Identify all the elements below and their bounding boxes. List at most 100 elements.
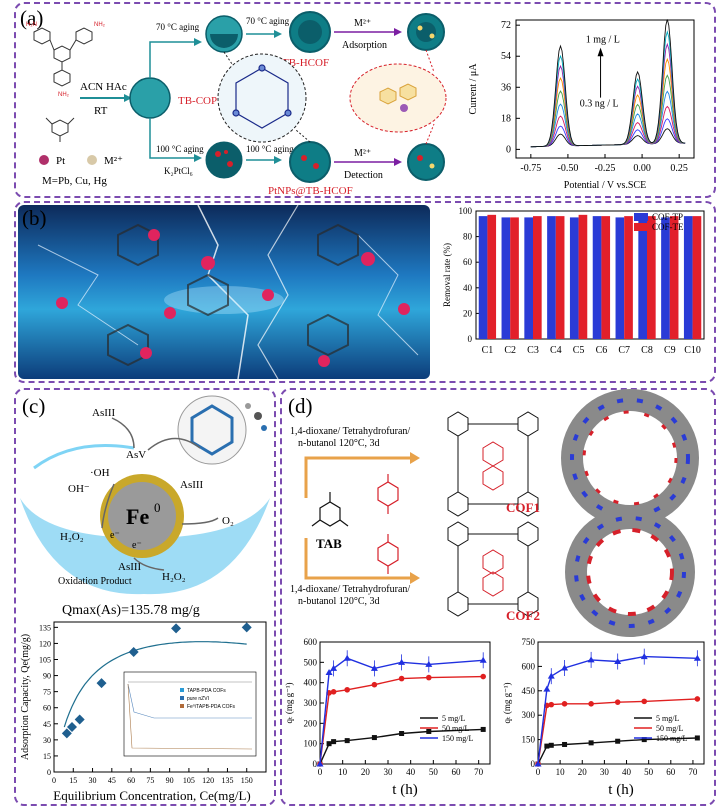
inset-legend-swatch (180, 704, 184, 708)
tb-cop-sphere (129, 77, 171, 119)
kinetics1-point (426, 674, 432, 681)
isotherm-point (66, 722, 77, 732)
kinetics2-point (561, 664, 569, 671)
kinetics1-point (344, 738, 350, 744)
reactant-conditions: ACN HAc (80, 81, 127, 93)
removal-bar (510, 217, 519, 339)
e2: e⁻ (132, 540, 142, 551)
removal-bar (487, 214, 497, 339)
adsorption-label: Adsorption (342, 40, 387, 51)
kinetics2-xtick-label: 20 (578, 767, 588, 777)
solvent1-l1: 1,4-dioxane/ Tetrahydrofuran/ (290, 426, 410, 437)
isotherm-ytick-label: 90 (43, 672, 51, 681)
kinetics1-point (398, 658, 406, 665)
isotherm-xtick-label: 135 (221, 776, 233, 785)
panel-d (280, 388, 716, 806)
isotherm-point (128, 647, 139, 657)
kinetics2-point (615, 738, 621, 744)
cof1-model (561, 389, 699, 527)
isotherm-xtick-label: 30 (89, 776, 97, 785)
isotherm-xtick-label: 150 (241, 776, 253, 785)
tb-hcof-label: TB-HCOF (282, 57, 329, 69)
kinetics2-xtick-label: 10 (556, 767, 566, 777)
kinetics2-ytick-label: 600 (522, 661, 536, 671)
kinetics2-point (694, 696, 701, 702)
removal-bar (533, 216, 542, 339)
panel-c (14, 388, 276, 806)
isotherm-ytick-label: 45 (43, 720, 51, 729)
kinetics2-point (548, 742, 554, 748)
kinetics1-point (330, 689, 337, 695)
kinetics1-xtick-label: 10 (338, 767, 348, 777)
cof-ring (190, 404, 234, 456)
qmax-label: Qmax(As)=135.78 mg/g (62, 603, 200, 618)
isotherm-point (241, 622, 252, 633)
panel-c-label: (c) (22, 394, 46, 418)
removal-frame (475, 210, 705, 340)
kinetics1-point (331, 739, 337, 745)
binding-zoom (349, 63, 447, 133)
water-scene (37, 205, 419, 379)
isotherm-ylabel: Adsorption Capacity, Qe(mg/g) (20, 634, 31, 760)
kinetics1-xtick-label: 40 (406, 767, 416, 777)
cof2-label: COF2 (506, 608, 540, 623)
dpv-xtick-label: -0.75 (520, 163, 541, 174)
panel-c-scheme: Fe 0 AsIII AsV ·OH OH⁻ AsIII O₂ H₂O₂ e⁻ … (20, 395, 270, 595)
removal-xtick-label: C7 (618, 345, 630, 356)
isotherm-ytick-label: 15 (43, 752, 51, 761)
removal-bar (524, 217, 533, 339)
removal-xtick-label: C10 (684, 345, 701, 356)
isotherm-ytick-label: 60 (43, 704, 51, 713)
removal-xtick-label: C6 (596, 345, 608, 356)
kinetics1-ytick-label: 500 (304, 657, 318, 667)
kinetics2-legend-label: 150 mg/L (656, 734, 687, 743)
panel-b (14, 201, 716, 383)
kinetics1-xtick-label: 20 (361, 767, 371, 777)
removal-bar (478, 216, 488, 339)
solvent2-l2: n-butanol 120°C, 3d (298, 596, 380, 607)
m-legend-label: M²⁺ (104, 155, 123, 167)
framework-structure (232, 64, 292, 129)
isotherm-xlabel: Equilibrium Concentration, Ce(mg/L) (53, 788, 251, 803)
removal-legend-label: COF-TP (652, 212, 683, 222)
removal-xtick-label: C5 (573, 345, 585, 356)
isotherm-ytick-label: 30 (43, 736, 51, 745)
removal-bar (601, 216, 611, 339)
removal-chart: 0 20 40 60 80 100 Removal rate (%) C1 C2 C3 C4 C5 C6… (442, 206, 705, 356)
cof1-framework (447, 411, 539, 517)
kinetics2-point (640, 653, 648, 660)
kinetics2-xtick-label: 40 (622, 767, 632, 777)
adsorption-ion: M²⁺ (354, 18, 371, 29)
isotherm-ytick-label: 0 (47, 768, 51, 777)
removal-bar (555, 216, 565, 339)
kinetics2-point (641, 698, 648, 705)
kinetics2-point (588, 740, 594, 746)
kinetics1-xtick-label: 0 (318, 767, 323, 777)
kinetics2-point (547, 672, 555, 679)
aldehyde-2 (377, 534, 399, 574)
kinetics1-point (371, 681, 378, 688)
fe-sup: 0 (154, 500, 161, 515)
removal-bar (592, 216, 602, 339)
svg-text:NH₂: NH₂ (94, 22, 106, 28)
detection-label: Detection (344, 170, 383, 181)
inset-legend-label: Fe⁰/TAPB-PDA COFs (187, 704, 236, 710)
kinetics1-point (343, 654, 351, 661)
dpv-ytick-label: 18 (501, 113, 511, 124)
kinetics1-point (325, 669, 333, 675)
dpv-annot-hi: 1 mg / L (586, 34, 620, 45)
kinetics1-ytick-label: 0 (313, 759, 318, 769)
aging-70-2: 70 °C aging (246, 16, 290, 26)
panel-a-scheme: H₂N NH₂ NH₂ ACN HAc RT TB-COP 70 °C agin… (26, 11, 447, 197)
kinetics1-ytick-label: 100 (304, 739, 318, 749)
oxidation-product: Oxidation Product (58, 576, 132, 587)
kinetics2-point (588, 701, 594, 707)
isotherm-ytick-label: 75 (43, 688, 51, 697)
kinetics2-ytick-label: 450 (522, 686, 536, 696)
as3-top: AsIII (92, 407, 116, 419)
kinetics2-point (587, 656, 595, 663)
isotherm-point (96, 678, 107, 689)
fe-label: Fe (126, 504, 149, 529)
removal-bar (683, 216, 693, 339)
metal-ions (56, 229, 410, 367)
